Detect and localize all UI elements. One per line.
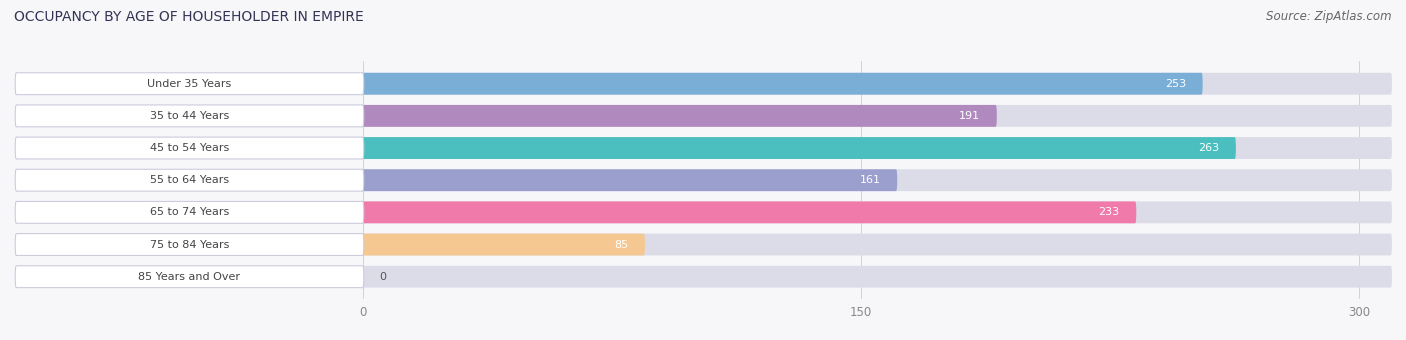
Text: 0: 0 — [380, 272, 387, 282]
FancyBboxPatch shape — [363, 73, 1392, 95]
FancyBboxPatch shape — [363, 266, 1392, 288]
FancyBboxPatch shape — [363, 105, 997, 127]
FancyBboxPatch shape — [363, 73, 1202, 95]
Text: 233: 233 — [1098, 207, 1119, 217]
FancyBboxPatch shape — [363, 169, 897, 191]
Text: Under 35 Years: Under 35 Years — [148, 79, 232, 89]
Text: 253: 253 — [1166, 79, 1187, 89]
Text: 45 to 54 Years: 45 to 54 Years — [150, 143, 229, 153]
Text: 65 to 74 Years: 65 to 74 Years — [150, 207, 229, 217]
FancyBboxPatch shape — [15, 169, 364, 191]
FancyBboxPatch shape — [363, 234, 645, 255]
FancyBboxPatch shape — [15, 105, 364, 127]
Text: 191: 191 — [959, 111, 980, 121]
Text: OCCUPANCY BY AGE OF HOUSEHOLDER IN EMPIRE: OCCUPANCY BY AGE OF HOUSEHOLDER IN EMPIR… — [14, 10, 364, 24]
FancyBboxPatch shape — [15, 266, 364, 288]
Text: 35 to 44 Years: 35 to 44 Years — [150, 111, 229, 121]
Text: 75 to 84 Years: 75 to 84 Years — [150, 239, 229, 250]
Text: Source: ZipAtlas.com: Source: ZipAtlas.com — [1267, 10, 1392, 23]
Text: 85: 85 — [614, 239, 628, 250]
FancyBboxPatch shape — [15, 137, 364, 159]
FancyBboxPatch shape — [363, 105, 1392, 127]
FancyBboxPatch shape — [363, 137, 1236, 159]
FancyBboxPatch shape — [15, 234, 364, 255]
Text: 161: 161 — [859, 175, 880, 185]
FancyBboxPatch shape — [363, 234, 1392, 255]
FancyBboxPatch shape — [15, 73, 364, 95]
FancyBboxPatch shape — [363, 169, 1392, 191]
Text: 85 Years and Over: 85 Years and Over — [139, 272, 240, 282]
FancyBboxPatch shape — [363, 201, 1136, 223]
Text: 55 to 64 Years: 55 to 64 Years — [150, 175, 229, 185]
FancyBboxPatch shape — [363, 137, 1392, 159]
FancyBboxPatch shape — [363, 201, 1392, 223]
Text: 263: 263 — [1198, 143, 1219, 153]
FancyBboxPatch shape — [15, 201, 364, 223]
